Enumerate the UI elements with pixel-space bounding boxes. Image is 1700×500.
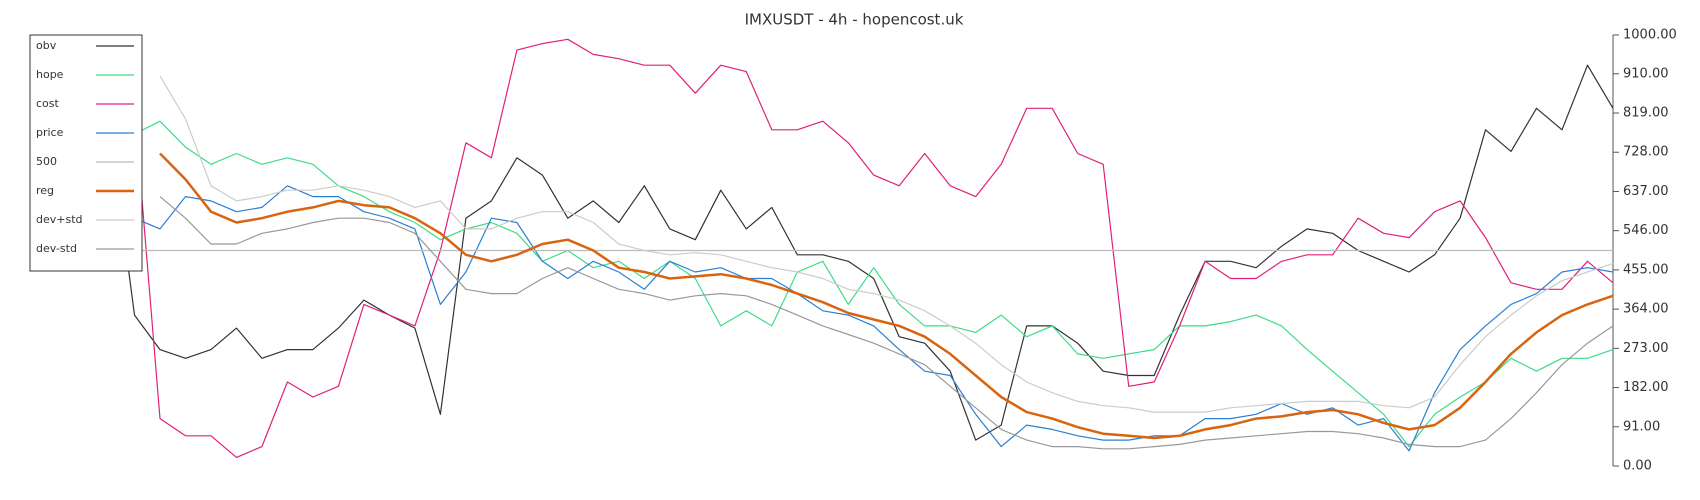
y-tick-label: 910.00 [1623, 66, 1669, 81]
y-tick-label: 182.00 [1623, 380, 1669, 395]
y-tick-label: 637.00 [1623, 184, 1669, 199]
legend-label: dev-std [36, 242, 77, 255]
legend-box [29, 34, 143, 272]
y-tick-label: 273.00 [1623, 341, 1669, 356]
y-tick-label: 0.00 [1623, 459, 1652, 474]
y-tick-label: 91.00 [1623, 419, 1660, 434]
series-line [108, 64, 1614, 441]
y-tick-label: 546.00 [1623, 223, 1669, 238]
legend-label: reg [36, 184, 54, 197]
y-tick-label: 819.00 [1623, 106, 1669, 121]
legend-label: obv [36, 39, 57, 52]
legend-label: cost [36, 97, 60, 110]
y-tick-label: 728.00 [1623, 145, 1669, 160]
series-line [159, 196, 1614, 450]
series-line [159, 75, 1614, 413]
legend-label: dev+std [36, 213, 83, 226]
legend-label: price [36, 126, 64, 139]
series-line [108, 120, 1614, 448]
series-line [108, 38, 1614, 458]
y-tick-label: 1000.00 [1623, 28, 1677, 43]
legend-label: hope [36, 68, 64, 81]
y-tick-label: 364.00 [1623, 302, 1669, 317]
legend-label: 500 [36, 155, 57, 168]
chart-title: IMXUSDT - 4h - hopencost.uk [745, 11, 964, 29]
series-line [108, 153, 1614, 452]
series-line [159, 152, 1614, 440]
y-tick-label: 455.00 [1623, 262, 1669, 277]
